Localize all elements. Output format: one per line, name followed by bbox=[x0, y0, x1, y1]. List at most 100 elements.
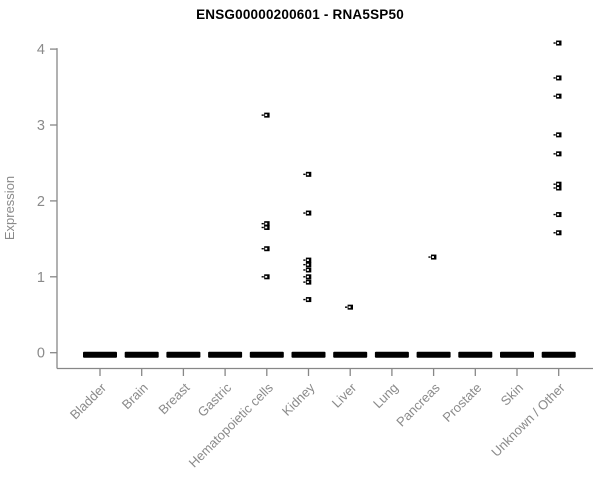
data-point-marker bbox=[303, 171, 312, 177]
marker-hole bbox=[306, 173, 309, 176]
marker-left-nub bbox=[303, 259, 306, 261]
x-tick-label: Prostate bbox=[440, 380, 485, 425]
marker-hole bbox=[306, 269, 309, 271]
data-point-marker bbox=[303, 257, 312, 263]
marker-left-nub bbox=[553, 77, 556, 79]
category-series-liver bbox=[333, 304, 368, 358]
zero-expression-dash bbox=[333, 351, 368, 358]
data-point-marker bbox=[261, 112, 270, 118]
marker-hole bbox=[265, 222, 268, 225]
data-point-marker bbox=[553, 132, 562, 138]
data-point-marker bbox=[345, 304, 353, 310]
zero-expression-dash bbox=[166, 351, 201, 358]
marker-left-nub bbox=[303, 263, 306, 266]
marker-hole bbox=[431, 256, 434, 258]
x-tick-label: Skin bbox=[498, 380, 526, 408]
x-tick-label: Kidney bbox=[279, 380, 318, 419]
marker-left-nub bbox=[261, 276, 264, 278]
data-point-marker bbox=[553, 212, 562, 218]
x-tick-label: Liver bbox=[329, 380, 360, 411]
y-axis-title: Expression bbox=[2, 176, 17, 240]
category-series-lung bbox=[374, 351, 409, 358]
marker-left-nub bbox=[303, 212, 306, 214]
marker-hole bbox=[265, 275, 268, 278]
marker-hole bbox=[557, 77, 560, 79]
y-tick-label: 2 bbox=[37, 194, 45, 210]
zero-expression-dash bbox=[458, 351, 493, 358]
zero-expression-dash bbox=[208, 351, 243, 358]
zero-expression-dash bbox=[416, 351, 451, 358]
y-tick-label: 1 bbox=[37, 270, 45, 286]
data-point-marker bbox=[303, 279, 312, 285]
y-tick-label: 4 bbox=[37, 42, 45, 58]
category-series-skin bbox=[500, 351, 534, 358]
marker-left-nub bbox=[553, 42, 556, 44]
zero-expression-dash bbox=[291, 351, 326, 358]
zero-expression-dash bbox=[249, 351, 284, 358]
y-tick-label: 3 bbox=[37, 118, 45, 134]
category-series-prostate bbox=[458, 351, 493, 358]
marker-left-nub bbox=[553, 134, 556, 136]
marker-hole bbox=[557, 42, 560, 44]
marker-hole bbox=[306, 259, 309, 262]
marker-left-nub bbox=[553, 213, 556, 216]
data-point-marker bbox=[261, 221, 270, 227]
data-point-marker bbox=[553, 75, 562, 81]
marker-hole bbox=[265, 247, 268, 250]
data-point-marker bbox=[553, 230, 562, 236]
zero-expression-dash bbox=[83, 351, 117, 358]
category-series-gastric bbox=[208, 351, 243, 358]
marker-hole bbox=[348, 306, 351, 309]
marker-hole bbox=[265, 226, 268, 229]
marker-left-nub bbox=[553, 153, 556, 155]
marker-hole bbox=[306, 298, 309, 301]
zero-expression-dash bbox=[500, 351, 534, 358]
marker-hole bbox=[557, 133, 560, 136]
marker-left-nub bbox=[261, 114, 264, 116]
marker-left-nub bbox=[261, 222, 264, 225]
marker-hole bbox=[306, 281, 309, 284]
category-series-kidney bbox=[291, 171, 326, 358]
marker-hole bbox=[557, 213, 560, 216]
marker-hole bbox=[306, 275, 309, 278]
data-point-marker bbox=[553, 181, 562, 187]
marker-left-nub bbox=[303, 298, 306, 301]
marker-hole bbox=[306, 263, 309, 266]
data-point-marker bbox=[303, 262, 312, 268]
data-point-marker bbox=[303, 210, 312, 216]
marker-hole bbox=[306, 212, 309, 214]
data-point-marker bbox=[303, 267, 312, 273]
marker-left-nub bbox=[553, 187, 556, 189]
zero-expression-dash bbox=[124, 351, 159, 358]
category-series-pancreas bbox=[416, 254, 451, 358]
marker-hole bbox=[557, 183, 560, 186]
category-series-bladder bbox=[83, 351, 117, 358]
marker-left-nub bbox=[345, 306, 348, 308]
x-tick-label: Lung bbox=[370, 380, 401, 411]
category-series-hematopoietic-cells bbox=[249, 112, 284, 358]
marker-left-nub bbox=[553, 183, 556, 185]
data-point-marker bbox=[553, 93, 562, 99]
marker-left-nub bbox=[303, 173, 306, 176]
data-point-marker bbox=[553, 40, 562, 46]
marker-left-nub bbox=[261, 226, 264, 229]
category-series-brain bbox=[124, 351, 159, 358]
marker-left-nub bbox=[303, 276, 306, 278]
category-series-breast bbox=[166, 351, 201, 358]
chart-title: ENSG00000200601 - RNA5SP50 bbox=[196, 7, 404, 22]
x-tick-label: Unknown / Other bbox=[488, 380, 568, 460]
y-tick-label: 0 bbox=[37, 346, 45, 362]
x-tick-label: Breast bbox=[155, 380, 192, 417]
data-point-marker bbox=[261, 224, 270, 230]
x-tick-label: Bladder bbox=[67, 380, 110, 423]
data-point-marker bbox=[553, 185, 562, 191]
zero-expression-dash bbox=[374, 351, 409, 358]
marker-hole bbox=[557, 152, 560, 155]
category-series-unknown-other bbox=[541, 40, 576, 358]
data-point-marker bbox=[261, 274, 270, 280]
marker-left-nub bbox=[303, 281, 306, 283]
marker-left-nub bbox=[553, 95, 556, 97]
zero-expression-dash bbox=[541, 351, 576, 358]
